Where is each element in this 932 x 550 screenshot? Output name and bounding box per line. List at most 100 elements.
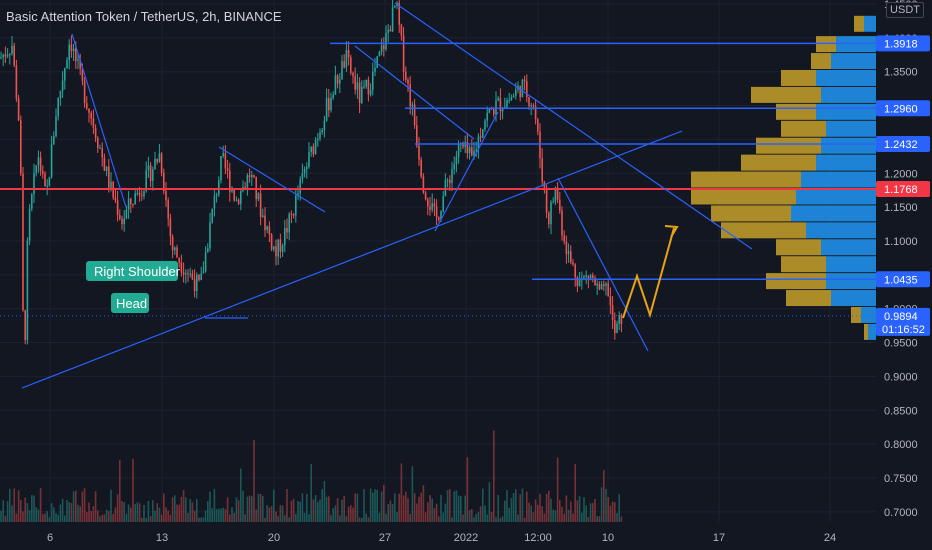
candle-body [554,187,557,202]
volume-bar [607,497,609,522]
candle-body [59,90,62,99]
volume-bar [185,497,187,522]
volume-bar [290,500,293,522]
candle-body [550,202,552,225]
volume-bar [165,507,167,522]
volume-bar [391,504,394,522]
candle-body [290,213,293,215]
volume-bar [178,504,180,522]
volume-bar [119,460,121,522]
candle-body [288,213,290,233]
volume-bar [528,502,530,522]
volume-bar [44,513,46,522]
volume-bar [385,513,387,522]
volume-bar [26,503,29,522]
volume-bar [114,507,117,522]
candle-body [607,283,609,297]
candle-body [532,105,535,107]
candle-body [31,194,33,209]
currency-unit-badge[interactable]: USDT [886,2,924,18]
volume-bar [444,503,447,522]
candle-body [9,53,11,55]
candle-body [578,280,581,286]
time-tick-label: 2022 [454,532,478,544]
candle-body [119,215,121,220]
volume-bar [141,517,143,522]
candle-body [224,153,227,169]
volume-bar [550,498,552,522]
volume-bar [510,497,513,522]
candle-body [193,279,196,292]
volume-bar [422,485,425,522]
price-tag-label: 0.9894 [884,311,918,323]
volume-bar [488,482,491,522]
candle-body [521,79,524,98]
volume-bar [68,502,70,522]
candle-body [136,192,139,194]
candle-body [314,139,317,155]
price-tag-bg [876,136,930,153]
volume-bar [609,505,612,522]
vp-bar-up [868,323,876,340]
price-tick-label: 0.9500 [884,338,918,350]
volume-bar [585,505,587,522]
candle-body [202,271,205,274]
candle-body [215,194,218,196]
price-tag-label: 1.3918 [884,38,918,50]
volume-bar [4,515,7,522]
candle-body [310,146,312,153]
volume-bar [572,513,574,522]
vp-bar-up [826,273,876,290]
volume-bar [372,492,374,522]
volume-bar [471,508,473,522]
volume-bar [515,489,517,522]
candle-body [13,45,15,66]
volume-bar [387,504,389,522]
candle-body [565,241,568,254]
volume-bar [413,493,416,522]
candle-body [592,275,594,278]
volume-bar [134,504,136,522]
trendline [71,33,127,208]
candle-body [57,98,59,117]
volume-bar [523,517,526,522]
candle-body [92,118,95,128]
candle-body [605,283,607,286]
volume-bar [15,513,18,522]
vp-bar-up [801,171,876,188]
candle-body [0,57,2,59]
vp-bar-up [861,306,876,323]
time-axis[interactable]: 6 13 20 27 2022 12:00 10 17 24 [47,532,836,544]
volume-bar [301,493,304,522]
pattern-annotations: Right Shoulder Head [86,261,181,313]
volume-bar [473,517,475,522]
candle-body [207,248,209,253]
candle-body [548,212,550,225]
candle-body [46,185,48,187]
volume-bar [499,517,502,522]
volume-bar [479,506,482,522]
candle-body [596,283,598,286]
volume-bar [464,495,466,522]
candle-body [266,226,268,231]
price-tick-label: 0.7500 [884,473,918,485]
volume-bar [389,500,392,522]
volume-bar [352,507,354,522]
candle-body [427,199,429,207]
volume-bar [477,512,480,522]
candle-body [552,201,554,203]
candle-body [354,76,356,90]
volume-bar [420,492,422,522]
projection-path [622,227,675,319]
price-tag-bg [876,307,930,336]
candle-body [86,103,88,109]
volume-bar [380,491,383,522]
vp-bar-down [781,69,816,86]
candle-body [251,174,253,178]
candle-body [583,276,585,278]
candle-body [543,181,546,190]
volume-bar [101,514,103,522]
vp-bar-up [816,103,876,120]
volume-bar [343,495,345,522]
